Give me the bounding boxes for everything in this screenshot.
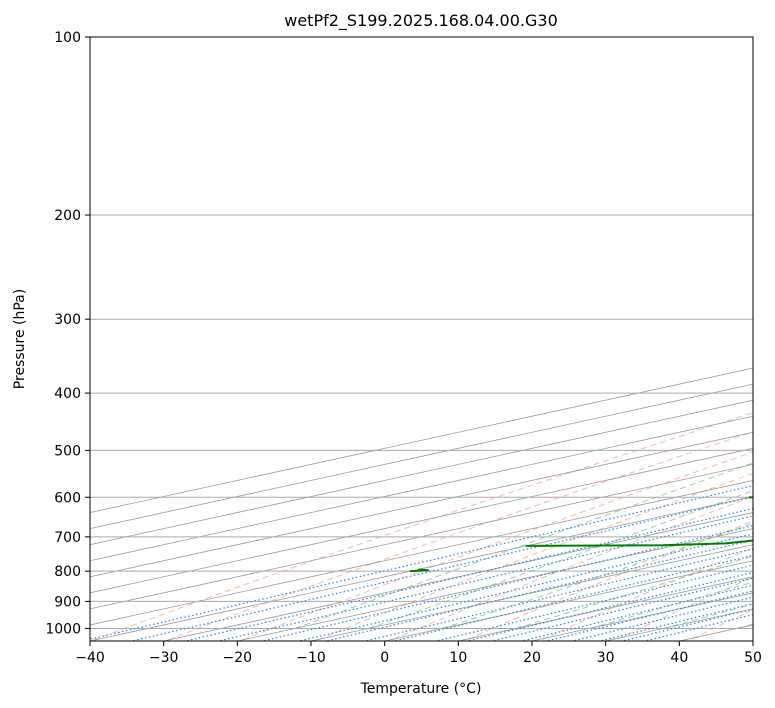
mixing-ratio-line — [90, 485, 753, 640]
moist-adiabat-line — [442, 522, 753, 629]
moist-adiabat-line — [663, 603, 753, 629]
mixing-ratio-line — [362, 548, 753, 641]
dry-adiabat-line — [758, 26, 775, 643]
moist-adiabat-line — [515, 555, 753, 629]
mixing-ratio-line — [570, 596, 753, 641]
mixing-ratio-line — [543, 590, 753, 641]
dry-adiabat-line — [687, 608, 753, 641]
x-tick-label: 10 — [449, 650, 467, 666]
dry-adiabat-line — [388, 495, 753, 641]
y-axis-title: Pressure (hPa) — [12, 289, 28, 389]
y-tick-label: 300 — [54, 312, 81, 328]
x-tick-label: 30 — [597, 650, 615, 666]
mixing-ratio-line — [216, 515, 753, 641]
x-axis: −40 −30 −20 −10 0 10 20 30 40 50 — [75, 641, 762, 666]
mixing-ratio-line — [489, 577, 753, 641]
mixing-ratio-line — [323, 539, 753, 641]
x-axis-title: Temperature (°C) — [360, 681, 482, 697]
y-tick-label: 900 — [54, 594, 81, 610]
isotherm-line — [90, 367, 753, 513]
isotherm-line — [677, 624, 753, 641]
x-tick-label: 50 — [744, 650, 762, 666]
y-tick-label: 1000 — [45, 621, 81, 637]
x-tick-label: −10 — [296, 650, 326, 666]
plot-frame — [89, 36, 754, 642]
mixing-ratio-line — [619, 608, 753, 641]
isotherm-line — [90, 447, 753, 594]
dry-adiabat-line — [313, 473, 753, 641]
mixing-ratio-line — [433, 564, 753, 641]
x-tick-label: −20 — [223, 650, 253, 666]
moist-adiabat-line — [736, 623, 753, 629]
moist-adiabat-line — [589, 581, 753, 629]
isotherm-line — [90, 383, 753, 530]
y-tick-label: 100 — [54, 30, 81, 46]
x-tick-label: 40 — [670, 650, 688, 666]
profile-series — [409, 496, 753, 573]
isotherm-line — [90, 496, 753, 641]
isotherm-line — [530, 592, 753, 641]
mixing-ratio-line — [464, 571, 753, 641]
y-tick-label: 600 — [54, 490, 81, 506]
isotherm-line — [161, 512, 753, 641]
dry-adiabat-line — [90, 412, 753, 641]
moist-adiabat-line — [294, 462, 753, 629]
isotherm-line — [382, 560, 753, 641]
mixing-ratio-line — [642, 613, 753, 641]
y-axis: 100 200 300 400 500 600 700 800 900 1000 — [45, 30, 90, 637]
isotherm-line — [309, 544, 753, 641]
y-tick-label: 400 — [54, 386, 81, 402]
mixing-ratio-line — [296, 533, 753, 641]
isotherm-line — [90, 415, 753, 562]
mixing-ratio-line — [519, 584, 753, 641]
isotherm-line — [235, 528, 753, 641]
mixing-ratio-line — [129, 496, 753, 641]
isotherm-line — [90, 431, 753, 578]
mixing-ratio-line — [597, 602, 753, 641]
y-tick-label: 500 — [54, 443, 81, 459]
x-tick-label: −30 — [149, 650, 179, 666]
dewpoint-profile-line — [525, 496, 753, 547]
x-tick-label: 0 — [380, 650, 389, 666]
y-tick-label: 800 — [54, 564, 81, 580]
isotherm-line — [90, 480, 753, 626]
chart-title: wetPf2_S199.2025.168.04.00.G30 — [284, 11, 558, 31]
dry-adiabat-line — [462, 520, 753, 641]
mixing-ratio-line — [260, 525, 753, 641]
x-tick-label: 20 — [523, 650, 541, 666]
isotherm-line — [90, 463, 753, 610]
background-lines — [90, 26, 775, 643]
dry-adiabat-line — [612, 576, 753, 641]
y-tick-label: 700 — [54, 530, 81, 546]
isotherm-line — [90, 399, 753, 546]
dewpoint-profile-line — [409, 568, 430, 573]
y-tick-label: 200 — [54, 208, 81, 224]
x-tick-label: −40 — [75, 650, 105, 666]
